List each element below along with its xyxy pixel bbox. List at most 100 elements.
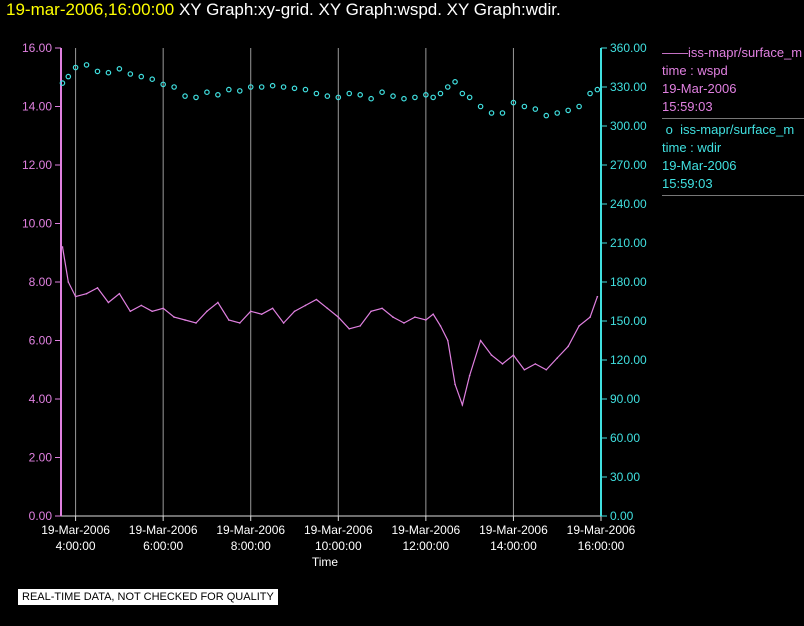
wdir-point [459, 90, 466, 97]
legend-time-label: 15:59:03 [662, 99, 713, 114]
x-tick-label: 19-Mar-2006 [304, 523, 373, 537]
legend-var-label: time : wdir [662, 140, 722, 155]
wspd-point [107, 301, 110, 304]
chart-title-bar: 19-mar-2006,16:00:00 XY Graph:xy-grid. X… [6, 0, 561, 20]
wdir-point [499, 110, 506, 116]
wdir-point [554, 110, 561, 116]
wdir-point [444, 84, 451, 90]
wspd-point [381, 307, 383, 310]
wdir-point [149, 76, 156, 83]
wdir-point [59, 80, 66, 86]
wspd-point [359, 325, 361, 327]
wspd-point [282, 322, 285, 324]
wspd-point [173, 316, 175, 318]
wspd-point [67, 281, 70, 283]
wspd-point [392, 316, 394, 318]
wdir-point [280, 84, 287, 90]
y-left-tick-label: 4.00 [29, 392, 53, 406]
x-tick-label: 14:00:00 [490, 539, 537, 553]
x-axis-label: Time [312, 555, 339, 569]
wspd-point [545, 368, 548, 371]
y-right-tick-label: 270.00 [610, 158, 647, 172]
wdir-point [565, 107, 571, 114]
wdir-point [215, 92, 221, 98]
legend-source-label: iss-mapr/surface_m [688, 45, 803, 60]
wdir-point [466, 94, 473, 101]
y-right-tick-label: 30.00 [610, 470, 640, 484]
wdir-point [138, 73, 145, 80]
y-left-tick-label: 12.00 [22, 158, 52, 172]
x-tick-label: 19-Mar-2006 [392, 523, 461, 537]
wspd-point [432, 313, 434, 315]
wspd-point [523, 368, 526, 371]
wdir-point [587, 90, 593, 97]
wdir-point [452, 79, 458, 85]
wdir-point [258, 84, 265, 90]
wspd-point [249, 310, 252, 313]
y-left-tick-label: 0.00 [29, 509, 53, 523]
wspd-series-line [61, 246, 598, 407]
wdir-point [94, 68, 101, 75]
wdir-point [160, 81, 166, 88]
circle-marker-icon: o [662, 122, 681, 137]
legend-source-label: iss-mapr/surface_m [680, 122, 795, 137]
wdir-point [182, 93, 188, 99]
wspd-point [348, 328, 351, 330]
x-tick-label: 4:00:00 [56, 539, 96, 553]
line-marker-icon: —— [662, 45, 688, 60]
wdir-point [269, 82, 276, 89]
wspd-point [370, 310, 372, 313]
wspd-point [439, 325, 442, 327]
legend-var-label: time : wspd [662, 63, 728, 78]
wspd-point [567, 345, 569, 348]
x-tick-label: 19-Mar-2006 [479, 523, 548, 537]
y-right-tick-label: 90.00 [610, 392, 640, 406]
x-tick-label: 19-Mar-2006 [129, 523, 198, 537]
legend-time-label: 15:59:03 [662, 176, 713, 191]
wdir-point [594, 86, 601, 93]
wspd-point [140, 304, 143, 307]
wspd-point [238, 322, 241, 324]
wspd-point [118, 292, 121, 295]
wspd-point [293, 310, 296, 313]
wspd-point [596, 295, 599, 298]
wdir-point [83, 62, 90, 68]
wdir-point [204, 89, 210, 96]
wdir-point [65, 73, 72, 80]
wspd-point [403, 322, 405, 324]
y-left-tick-label: 16.00 [22, 41, 52, 55]
wdir-point [412, 94, 418, 101]
y-left-tick-label: 14.00 [22, 100, 52, 114]
y-right-tick-label: 60.00 [610, 431, 640, 445]
wspd-point [534, 363, 537, 365]
x-tick-label: 8:00:00 [231, 539, 271, 553]
wdir-point [379, 89, 385, 96]
wspd-point [461, 404, 464, 406]
wspd-point [217, 301, 219, 304]
wspd-point [589, 316, 591, 318]
y-right-tick-label: 180.00 [610, 275, 647, 289]
wdir-point [532, 106, 539, 112]
wdir-point [401, 95, 407, 102]
x-tick-label: 6:00:00 [143, 539, 183, 553]
wspd-point [479, 339, 482, 342]
wdir-point [127, 71, 134, 77]
x-tick-label: 12:00:00 [403, 539, 450, 553]
wspd-point [271, 307, 274, 310]
y-left-tick-label: 6.00 [29, 334, 53, 348]
wspd-point [578, 325, 580, 327]
wspd-point [129, 310, 132, 313]
wspd-point [512, 354, 515, 356]
graph-list-label: XY Graph:xy-grid. XY Graph:wspd. XY Grap… [178, 0, 561, 19]
wspd-point [468, 374, 471, 377]
quality-disclaimer: REAL-TIME DATA, NOT CHECKED FOR QUALITY [18, 589, 278, 605]
x-tick-label: 19-Mar-2006 [216, 523, 285, 537]
wspd-point [96, 287, 99, 289]
wspd-point [304, 304, 307, 307]
legend-entry-wspd: ——iss-mapr/surface_m time : wspd 19-Mar-… [662, 44, 804, 119]
y-right-tick-label: 300.00 [610, 119, 647, 133]
legend-date-label: 19-Mar-2006 [662, 81, 737, 96]
y-left-tick-label: 8.00 [29, 275, 53, 289]
wdir-point [226, 86, 232, 93]
